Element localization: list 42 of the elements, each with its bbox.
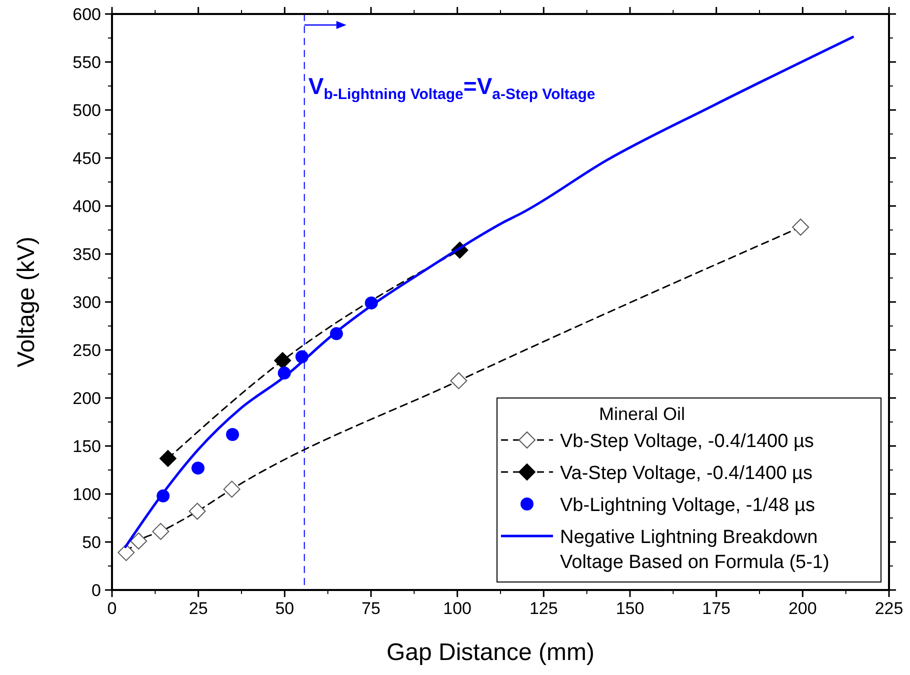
- y-tick-label: 450: [72, 149, 101, 168]
- point: [152, 522, 170, 540]
- y-tick-label: 600: [72, 5, 101, 24]
- point: [226, 428, 240, 441]
- y-tick-label: 0: [92, 581, 101, 600]
- y-tick-label: 350: [72, 245, 101, 264]
- ref-line-label: V$_{b-Lightning Voltage}$=V$_{a-Step Voltage}$: [308, 73, 596, 102]
- point: [274, 352, 292, 370]
- legend-label: Va-Step Voltage, -0.4/1400 µs: [560, 463, 812, 484]
- x-tick-label: 175: [702, 599, 731, 618]
- x-axis-title: Gap Distance (mm): [386, 639, 595, 666]
- y-tick-label: 300: [72, 293, 101, 312]
- y-tick-label: 50: [82, 533, 101, 552]
- point: [159, 450, 176, 467]
- x-tick-label: 200: [788, 599, 817, 618]
- point: [191, 462, 204, 475]
- x-tick-label: 225: [874, 599, 904, 618]
- y-tick-label: 100: [72, 485, 101, 504]
- point: [130, 532, 148, 550]
- x-tick-label: 125: [529, 599, 558, 618]
- legend-label: Vb-Lightning Voltage, -1/48 µs: [560, 495, 815, 516]
- y-tick-label: 200: [72, 389, 101, 408]
- x-tick-label: 100: [443, 599, 472, 618]
- x-tick-label: 75: [362, 599, 380, 618]
- legend-title: Mineral Oil: [598, 404, 686, 424]
- x-tick-label: 50: [275, 599, 294, 618]
- y-tick-label: 550: [72, 53, 101, 72]
- x-tick-label: 150: [616, 599, 644, 618]
- legend-label: Negative Lightning Breakdown Voltage Based on Formula (5-1): [560, 527, 830, 573]
- y-tick-label: 500: [72, 101, 101, 120]
- point: [450, 372, 468, 390]
- y-tick-label: 400: [72, 197, 101, 216]
- y-tick-label: 150: [72, 437, 101, 456]
- point: [188, 502, 206, 520]
- point: [792, 218, 810, 236]
- point: [223, 480, 240, 498]
- y-axis-title: Voltage (kV): [13, 236, 40, 368]
- legend-label: Vb-Step Voltage, -0.4/1400 µs: [560, 431, 814, 452]
- point: [118, 544, 135, 562]
- x-tick-label: 0: [107, 599, 117, 618]
- y-tick-label: 250: [72, 341, 101, 360]
- x-tick-label: 25: [188, 599, 208, 618]
